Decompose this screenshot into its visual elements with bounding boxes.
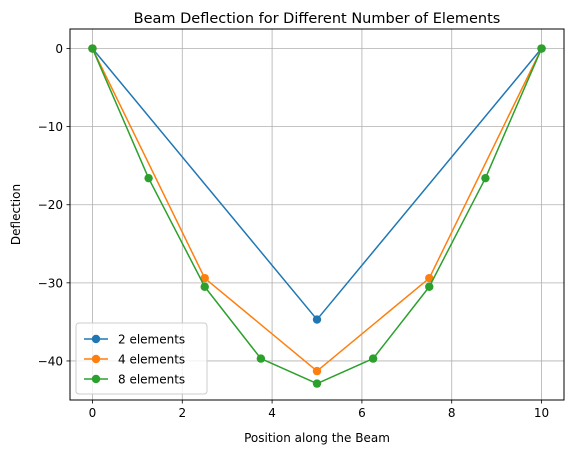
x-tick-label: 8 <box>448 406 456 420</box>
legend-box <box>75 322 208 395</box>
y-ticks: 0 −10 −20 −30 −40 <box>38 42 70 368</box>
data-point <box>256 354 266 363</box>
y-tick-label: 0 <box>55 42 63 56</box>
series-1 <box>88 44 546 324</box>
x-tick-label: 4 <box>268 406 276 420</box>
data-point <box>425 273 434 283</box>
x-axis-label: Position along the Beam <box>244 431 390 445</box>
y-axis-label: Deflection <box>9 184 23 245</box>
x-tick-label: 0 <box>89 406 97 420</box>
data-point <box>312 366 322 376</box>
legend-label: 2 elements <box>118 333 185 347</box>
legend-item: 4 elements <box>84 353 185 367</box>
data-point <box>200 282 209 291</box>
data-point <box>312 379 322 388</box>
legend-label: 8 elements <box>118 373 185 387</box>
data-point <box>88 44 97 53</box>
x-tick-label: 2 <box>178 406 186 420</box>
legend-marker <box>91 334 101 344</box>
plot-frame <box>69 28 565 401</box>
series-3 <box>88 44 546 388</box>
legend-marker <box>91 354 101 364</box>
data-point <box>200 273 209 283</box>
y-tick-label: −20 <box>38 198 63 212</box>
legend: 2 elements 4 elements 8 elements <box>75 322 208 395</box>
x-tick-label: 10 <box>534 406 549 420</box>
series-line <box>91 48 543 321</box>
data-point <box>368 354 378 363</box>
y-tick-label: −30 <box>38 276 63 290</box>
series-layer <box>88 44 546 388</box>
y-tick-label: −10 <box>38 120 63 134</box>
data-point <box>481 173 490 183</box>
legend-item: 2 elements <box>84 333 185 347</box>
data-point <box>144 173 153 183</box>
legend-item: 8 elements <box>84 373 185 387</box>
x-ticks: 0 2 4 6 8 10 <box>89 400 549 420</box>
y-tick-label: −40 <box>38 354 63 368</box>
chart-title: Beam Deflection for Different Number of … <box>134 11 501 27</box>
data-point <box>537 44 546 53</box>
legend-marker <box>91 374 101 384</box>
data-point <box>425 282 434 291</box>
x-tick-label: 6 <box>358 406 366 420</box>
legend-label: 4 elements <box>118 353 185 367</box>
data-point <box>312 315 322 324</box>
